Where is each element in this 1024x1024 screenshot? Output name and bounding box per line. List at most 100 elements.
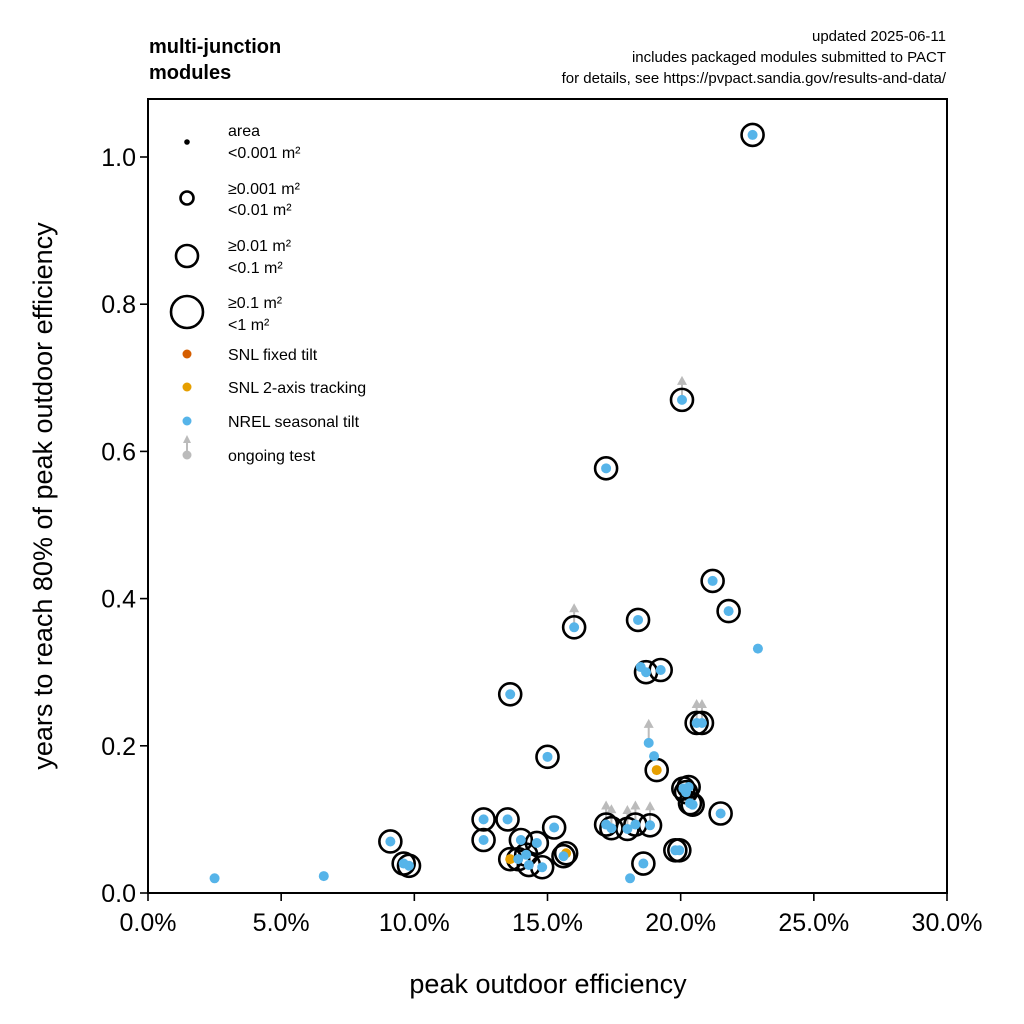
legend-color-label: SNL fixed tilt <box>228 347 318 364</box>
data-point-nrel_seasonal <box>209 873 220 884</box>
legend-size-entry: ≥0.001 m² <0.01 m² <box>179 181 301 219</box>
ongoing-arrow-head <box>696 698 707 708</box>
data-point-nrel_seasonal <box>747 129 758 140</box>
x-tick-label: 25.0% <box>778 909 849 937</box>
data-points <box>209 122 765 884</box>
legend-color-entry-snl_2axis: SNL 2-axis tracking <box>182 380 366 397</box>
data-point-nrel_seasonal <box>645 820 656 831</box>
area-ring-marker <box>471 807 496 832</box>
data-point-nrel_seasonal <box>558 851 569 862</box>
chart-title-line-2: modules <box>149 62 231 84</box>
data-point-nrel_seasonal <box>696 717 707 728</box>
data-point-nrel_seasonal <box>674 845 685 856</box>
x-axis: 0.0% 5.0% 10.0% 15.0% 20.0% 25.0% 30.0% <box>120 893 983 937</box>
x-tick-label: 5.0% <box>253 909 310 937</box>
data-point-snl_2axis <box>651 765 662 776</box>
data-point-nrel_seasonal <box>649 751 660 762</box>
area-ring-marker <box>716 598 741 624</box>
data-point-nrel_seasonal <box>385 836 396 847</box>
data-point-nrel_seasonal <box>676 394 687 405</box>
chart-title: multi-junction modules <box>149 36 281 84</box>
chart-annotation: updated 2025-06-11 includes packaged mod… <box>562 28 947 87</box>
area-ring-marker <box>508 827 534 853</box>
area-ring-marker <box>541 815 567 840</box>
area-ring-marker <box>593 456 619 481</box>
area-ring-marker <box>740 122 765 148</box>
legend: area <0.001 m² ≥0.001 m² <0.01 m² ≥0.01 m² <0… <box>169 123 366 465</box>
data-point-nrel_seasonal <box>601 463 612 474</box>
y-tick-label: 0.8 <box>101 291 136 319</box>
data-point-nrel_seasonal <box>515 835 526 846</box>
data-point-nrel_seasonal <box>318 871 329 882</box>
area-ring-marker <box>625 607 651 633</box>
x-tick-label: 30.0% <box>912 909 983 937</box>
legend-size-marker <box>179 190 195 206</box>
chart-title-line-1: multi-junction <box>149 36 281 58</box>
area-ring-marker <box>495 807 520 832</box>
data-point-nrel_seasonal <box>542 751 553 762</box>
legend-color-marker <box>182 450 192 460</box>
x-axis-label: peak outdoor efficiency <box>409 969 687 999</box>
data-point-nrel_seasonal <box>630 819 641 830</box>
legend-color-marker <box>182 416 192 426</box>
legend-size-label: <0.01 m² <box>228 202 292 219</box>
area-ring-marker <box>497 681 523 707</box>
data-point-nrel_seasonal <box>633 614 644 625</box>
legend-color-entry-nrel_seasonal: NREL seasonal tilt <box>182 414 360 431</box>
area-ring-marker <box>471 827 496 853</box>
y-tick-label: 0.6 <box>101 438 136 466</box>
area-ring-marker <box>667 838 692 863</box>
data-point-nrel_seasonal <box>569 622 580 633</box>
annotation-updated: updated 2025-06-11 <box>812 28 946 45</box>
legend-size-entry: area <0.001 m² <box>184 123 301 162</box>
y-tick-label: 1.0 <box>101 144 136 172</box>
data-point-nrel_seasonal <box>723 606 734 617</box>
legend-size-label: ≥0.01 m² <box>228 238 292 255</box>
legend-size-label: ≥0.1 m² <box>228 295 283 312</box>
ongoing-arrow-head <box>622 804 633 814</box>
area-ring-marker <box>689 710 715 736</box>
area-ring-marker <box>631 851 656 876</box>
ongoing-arrow-head <box>606 804 617 814</box>
legend-color-entry-snl_fixed: SNL fixed tilt <box>182 347 318 364</box>
legend-size-entry: ≥0.01 m² <0.1 m² <box>174 238 292 277</box>
legend-size-label: <0.1 m² <box>228 260 283 277</box>
data-point-snl_2axis <box>505 854 516 865</box>
data-point-nrel_seasonal <box>707 575 718 586</box>
legend-size-label: ≥0.001 m² <box>228 181 301 198</box>
area-ring-marker <box>700 568 725 594</box>
annotation-details: for details, see https://pvpact.sandia.g… <box>562 70 947 87</box>
data-point-nrel_seasonal <box>523 860 534 871</box>
data-point-nrel_seasonal <box>680 787 691 798</box>
data-point-nrel_seasonal <box>625 873 636 884</box>
legend-color-label: SNL 2-axis tracking <box>228 380 366 397</box>
data-point-nrel_seasonal <box>531 837 542 848</box>
x-tick-label: 10.0% <box>379 909 450 937</box>
y-tick-label: 0.2 <box>101 733 136 761</box>
data-point-nrel_seasonal <box>549 822 560 833</box>
data-point-nrel_seasonal <box>521 849 532 860</box>
area-ring-marker <box>669 387 695 413</box>
annotation-includes: includes packaged modules submitted to P… <box>632 49 946 66</box>
area-ring-marker <box>396 853 422 879</box>
data-point-nrel_seasonal <box>513 854 524 865</box>
legend-color-marker <box>182 382 192 392</box>
legend-size-label: area <box>228 123 260 140</box>
area-ring-marker <box>378 829 403 854</box>
data-point-nrel_seasonal <box>622 823 633 834</box>
legend-color-marker <box>182 349 192 359</box>
data-point-nrel_seasonal <box>537 862 548 873</box>
area-ring-marker <box>680 792 705 817</box>
legend-size-marker <box>174 243 200 269</box>
legend-size-label: <0.001 m² <box>228 145 301 162</box>
ongoing-arrow-head <box>601 800 612 810</box>
x-tick-label: 20.0% <box>645 909 716 937</box>
area-ring-marker <box>708 801 733 826</box>
data-point-nrel_seasonal <box>752 643 763 654</box>
data-point-nrel_seasonal <box>478 835 489 846</box>
x-tick-label: 0.0% <box>120 909 177 937</box>
legend-size-entry: ≥0.1 m² <1 m² <box>169 294 283 334</box>
legend-size-marker <box>169 294 205 330</box>
area-ring-marker <box>551 843 576 869</box>
